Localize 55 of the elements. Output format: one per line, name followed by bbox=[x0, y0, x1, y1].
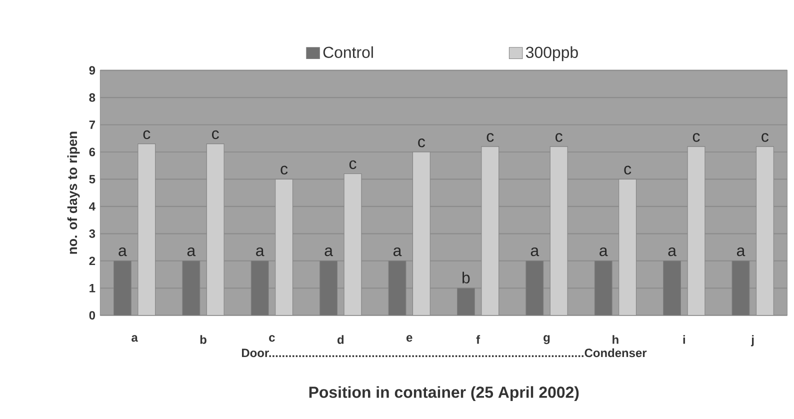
y-tick-label: 6 bbox=[89, 148, 96, 156]
legend-label: 300ppb bbox=[526, 46, 578, 62]
x-tick-label: i bbox=[683, 334, 685, 344]
x-tick-label: g bbox=[544, 335, 550, 344]
bar bbox=[388, 260, 406, 316]
x-tick-label: j bbox=[750, 334, 754, 346]
data-label: c bbox=[349, 160, 356, 169]
data-label: a bbox=[393, 247, 402, 256]
x-tick-label: h bbox=[612, 334, 618, 344]
data-label: a bbox=[736, 247, 746, 256]
bar bbox=[113, 260, 132, 316]
bar bbox=[663, 260, 682, 316]
data-label: a bbox=[530, 247, 540, 256]
data-label: b bbox=[462, 272, 470, 284]
text: Door...............................................................................................Condenser bbox=[242, 348, 647, 358]
bar bbox=[320, 260, 338, 316]
data-label: a bbox=[118, 247, 127, 256]
y-tick-label: 4 bbox=[89, 202, 96, 210]
bar bbox=[594, 260, 612, 316]
data-label: c bbox=[556, 132, 562, 142]
bar bbox=[182, 260, 200, 316]
x-tick-label: b bbox=[200, 334, 206, 344]
y-tick-label: 5 bbox=[89, 174, 96, 184]
data-label: a bbox=[324, 247, 333, 256]
x-tick-label: f bbox=[476, 334, 480, 344]
x-tick-label: d bbox=[337, 334, 344, 344]
x-axis-title: Position in container (25 April 2002) bbox=[309, 386, 579, 401]
data-label: c bbox=[692, 132, 700, 142]
y-tick-label: 8 bbox=[89, 93, 96, 102]
data-label: a bbox=[600, 247, 608, 256]
data-label: a bbox=[668, 247, 676, 256]
data-label: c bbox=[418, 138, 425, 148]
data-label: a bbox=[187, 247, 196, 256]
bar bbox=[456, 288, 475, 316]
x-tick-label: e bbox=[406, 334, 412, 342]
y-tick-label: 3 bbox=[89, 229, 96, 238]
data-label: c bbox=[280, 166, 288, 174]
data-label: c bbox=[212, 130, 219, 139]
x-tick-label: c bbox=[269, 334, 275, 342]
data-label: c bbox=[486, 132, 494, 142]
y-tick-label: 0 bbox=[89, 310, 96, 320]
y-tick-label: 2 bbox=[89, 256, 96, 265]
bar bbox=[526, 260, 544, 316]
y-tick-label: 9 bbox=[89, 66, 96, 74]
data-label: c bbox=[762, 132, 768, 142]
y-axis-title: no. of days to ripen bbox=[67, 132, 80, 254]
x-tick-label: a bbox=[132, 334, 138, 342]
bar bbox=[732, 260, 750, 316]
y-tick-label: 7 bbox=[89, 120, 95, 129]
bar bbox=[250, 260, 269, 316]
legend-label: Control bbox=[323, 46, 373, 58]
y-tick-label: 1 bbox=[90, 284, 96, 292]
data-label: a bbox=[256, 247, 264, 256]
data-label: c bbox=[624, 166, 632, 174]
data-label: c bbox=[143, 130, 150, 139]
